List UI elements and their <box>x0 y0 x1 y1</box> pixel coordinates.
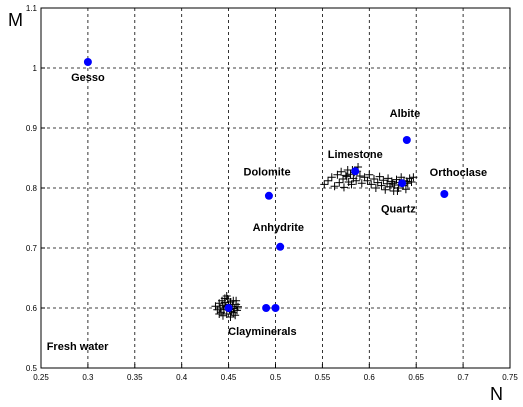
sample-marker <box>401 185 410 194</box>
sample-marker <box>409 173 418 182</box>
x-tick-label: 0.45 <box>221 373 237 382</box>
x-tick-label: 0.25 <box>33 373 49 382</box>
sample-marker <box>320 180 329 189</box>
x-tick-label: 0.3 <box>82 373 94 382</box>
sample-marker <box>365 170 374 179</box>
sample-markers <box>211 163 418 321</box>
mineral-label: Orthoclase <box>430 167 487 179</box>
mineral-label: Quartz <box>381 204 416 216</box>
y-tick-label: 0.7 <box>26 244 38 253</box>
sample-marker <box>357 179 366 188</box>
x-tick-label: 0.65 <box>408 373 424 382</box>
sample-marker <box>220 294 229 303</box>
sample-marker <box>371 184 380 192</box>
y-tick-label: 0.5 <box>26 364 38 373</box>
sample-marker <box>226 313 235 321</box>
x-tick-label: 0.55 <box>315 373 331 382</box>
sample-marker <box>215 310 224 318</box>
mineral-point <box>351 167 360 176</box>
x-tick-label: 0.75 <box>502 373 518 382</box>
sample-marker <box>369 175 378 183</box>
sample-marker <box>229 308 238 317</box>
y-tick-label: 0.6 <box>26 304 38 313</box>
sample-marker <box>330 182 339 191</box>
sample-marker <box>352 176 361 185</box>
y-axis-title: M <box>8 10 23 30</box>
sample-marker <box>337 167 346 176</box>
x-tick-label: 0.4 <box>176 373 188 382</box>
mineral-point <box>398 179 407 188</box>
grid-lines <box>41 8 510 368</box>
mineral-label: Limestone <box>328 149 383 161</box>
mineral-point <box>271 304 280 312</box>
sample-marker <box>393 187 402 195</box>
sample-marker <box>407 178 416 186</box>
sample-marker <box>324 176 333 185</box>
x-tick-label: 0.35 <box>127 373 143 382</box>
mineral-point <box>262 304 271 312</box>
mineral-label: Anhydrite <box>253 222 304 234</box>
sample-marker <box>233 302 242 311</box>
sample-marker <box>375 172 384 181</box>
sample-marker <box>367 180 376 189</box>
mineral-labels: Gesso Albite Limestone Dolomite Orthoclase Qu… <box>47 72 487 353</box>
mineral-point <box>440 190 449 198</box>
sample-marker <box>218 311 227 320</box>
mineral-point <box>276 242 285 251</box>
sample-marker <box>339 183 348 192</box>
mineral-label: Gesso <box>71 72 105 84</box>
mineral-label: Fresh water <box>47 341 109 353</box>
sample-marker <box>232 296 241 305</box>
mineral-points <box>83 58 449 312</box>
sample-marker <box>388 179 397 188</box>
sample-marker <box>327 173 336 182</box>
mineral-label: Dolomite <box>244 166 291 178</box>
x-tick-label: 0.6 <box>364 373 376 382</box>
mineral-label: Clayminerals <box>228 326 296 338</box>
y-tick-label: 1 <box>33 64 38 73</box>
y-tick-label: 0.9 <box>26 124 38 133</box>
x-tick-label: 0.5 <box>270 373 282 382</box>
mineral-point <box>264 191 273 200</box>
sample-marker <box>335 178 344 187</box>
mineral-point <box>83 58 92 66</box>
x-tick-label: 0.7 <box>458 373 470 382</box>
mineral-point <box>402 136 411 144</box>
sample-marker <box>377 181 386 190</box>
y-tick-label: 0.8 <box>26 184 38 193</box>
y-tick-label: 1.1 <box>26 4 38 13</box>
sample-marker <box>355 172 364 180</box>
x-axis-title: N <box>490 384 503 404</box>
sample-marker <box>363 176 372 185</box>
y-axis-ticks: 0.5 0.6 0.7 0.8 0.9 1 1.1 <box>26 4 45 373</box>
sample-marker <box>379 176 388 185</box>
sample-marker <box>347 180 356 189</box>
sample-marker <box>381 185 390 194</box>
sample-marker <box>342 172 351 181</box>
mineral-point <box>224 304 233 312</box>
sample-marker <box>341 171 350 180</box>
mineral-label: Albite <box>390 108 421 120</box>
x-axis-ticks: 0.25 0.3 0.35 0.4 0.45 0.5 0.55 0.6 0.65 0.7 0.75 <box>33 364 518 382</box>
